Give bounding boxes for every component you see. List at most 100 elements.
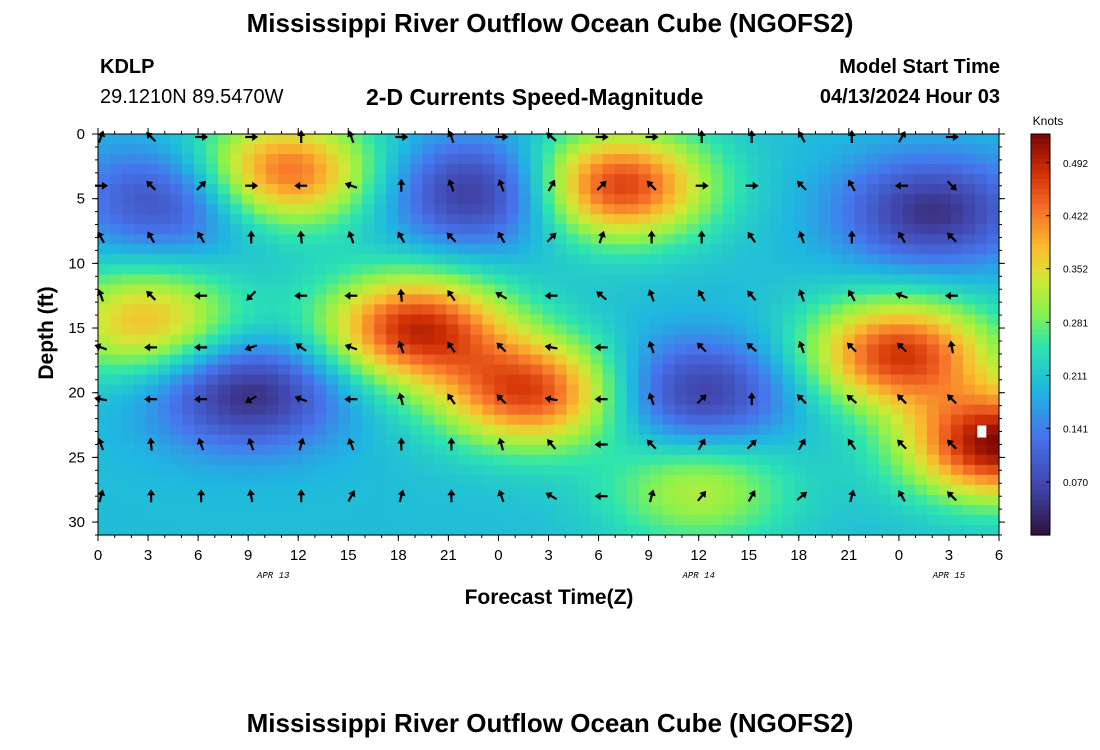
- current-arrow: [646, 180, 657, 191]
- heat-cell: [230, 514, 243, 526]
- y-tick-label: 20: [68, 385, 85, 402]
- heat-cell: [698, 174, 712, 185]
- heat-cell: [434, 464, 447, 476]
- heat-cell: [482, 404, 496, 416]
- heat-cell: [794, 434, 808, 446]
- heat-cell: [614, 294, 628, 306]
- heat-cell: [734, 484, 748, 496]
- heat-cell: [650, 474, 664, 486]
- heat-cell: [434, 434, 447, 446]
- arrow-head: [194, 291, 201, 300]
- heat-cell: [674, 294, 688, 306]
- heat-cell: [542, 494, 556, 506]
- heat-cell: [806, 194, 820, 205]
- heat-cell: [362, 424, 375, 436]
- heat-cell: [686, 164, 700, 175]
- heat-cell: [710, 214, 724, 225]
- heat-cell: [326, 364, 339, 376]
- y-tick-label: 30: [68, 514, 85, 531]
- heat-cell: [578, 214, 592, 225]
- current-arrow: [747, 490, 756, 502]
- heat-cell: [794, 194, 808, 205]
- heat-cell: [518, 224, 532, 235]
- heat-cell: [746, 504, 760, 516]
- heat-cell: [98, 154, 111, 165]
- heat-cell: [770, 144, 784, 155]
- heat-cell: [986, 414, 1000, 426]
- heat-cell: [98, 374, 111, 386]
- current-arrow: [695, 181, 709, 190]
- arrow-head: [752, 181, 759, 190]
- heat-cell: [638, 364, 652, 376]
- heat-cell: [902, 254, 916, 265]
- heat-cell: [218, 474, 231, 486]
- heat-cell: [122, 324, 135, 336]
- heat-cell: [206, 354, 219, 366]
- heat-cell: [470, 494, 484, 506]
- heat-cell: [242, 484, 255, 496]
- heat-cell: [410, 294, 423, 306]
- heat-cell: [530, 144, 544, 155]
- heat-cell: [602, 174, 616, 185]
- heat-cell: [950, 234, 964, 245]
- heat-cell: [698, 494, 712, 506]
- heat-cell: [806, 434, 820, 446]
- heat-cell: [254, 394, 267, 406]
- heat-cell: [734, 144, 748, 155]
- arrow-head: [594, 343, 601, 352]
- heat-cell: [878, 304, 892, 316]
- heat-cell: [974, 324, 988, 336]
- heat-cell: [170, 174, 183, 185]
- colorbar-band: [1031, 484, 1050, 491]
- heat-cell: [974, 294, 988, 306]
- heat-cell: [446, 354, 459, 366]
- heat-cell: [410, 284, 423, 296]
- heat-cell: [926, 324, 940, 336]
- heat-cell: [782, 424, 796, 436]
- heat-cell: [458, 174, 472, 185]
- heat-cell: [734, 414, 748, 426]
- heat-cell: [470, 194, 484, 205]
- heat-cell: [926, 214, 940, 225]
- heat-cell: [866, 394, 880, 406]
- heat-cell: [854, 144, 868, 155]
- current-arrow: [295, 343, 307, 352]
- heat-cell: [182, 424, 195, 436]
- heat-cell: [878, 454, 892, 466]
- heat-cell: [746, 524, 760, 536]
- heat-cell: [878, 364, 892, 376]
- heat-cell: [530, 424, 544, 436]
- heat-cell: [938, 394, 952, 406]
- heat-cell: [122, 164, 135, 175]
- heat-cell: [230, 194, 243, 205]
- heat-cell: [818, 294, 832, 306]
- heat-cell: [434, 474, 447, 486]
- heat-cell: [974, 224, 988, 235]
- heat-cell: [410, 374, 423, 386]
- heat-cell: [566, 524, 580, 536]
- heat-cell: [866, 514, 880, 526]
- heat-cell: [278, 324, 291, 336]
- heat-cell: [146, 514, 159, 526]
- heat-cell: [458, 214, 472, 225]
- heat-cell: [554, 484, 568, 496]
- heat-cell: [170, 324, 183, 336]
- heat-cell: [266, 234, 279, 245]
- heat-cell: [278, 204, 291, 215]
- heat-cell: [446, 364, 459, 376]
- heat-cell: [194, 464, 207, 476]
- heat-cell: [530, 354, 544, 366]
- heat-cell: [614, 234, 628, 245]
- heat-cell: [410, 274, 423, 285]
- heat-cell: [374, 274, 387, 285]
- heat-cell: [626, 234, 640, 245]
- heat-cell: [434, 324, 447, 336]
- heat-cell: [350, 364, 363, 376]
- heat-cell: [410, 224, 423, 235]
- heat-cell: [470, 324, 484, 336]
- heat-cell: [974, 454, 988, 466]
- heat-cell: [146, 494, 159, 506]
- heat-cell: [686, 454, 700, 466]
- heat-cell: [410, 474, 423, 486]
- arrow-head: [297, 437, 306, 445]
